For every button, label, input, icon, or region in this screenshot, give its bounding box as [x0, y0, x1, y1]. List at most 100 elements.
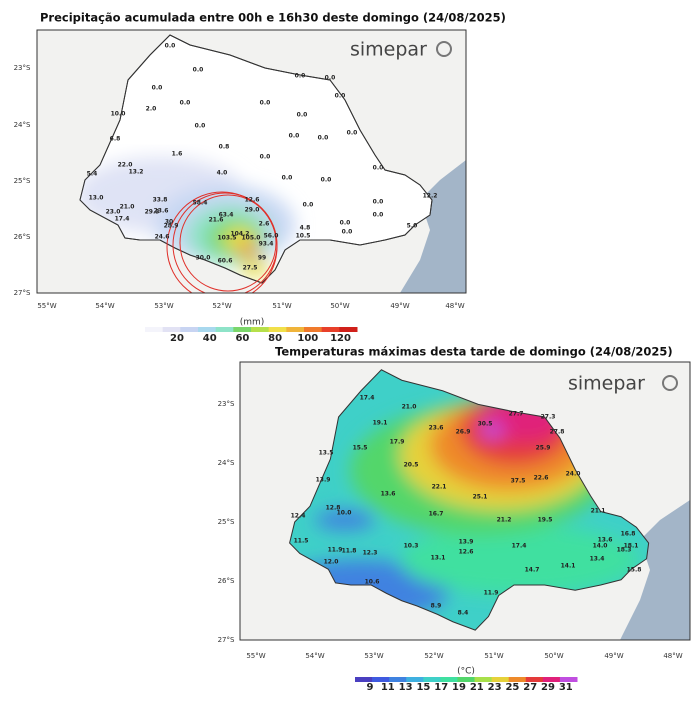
- logo: simepar: [568, 373, 645, 395]
- station-value: 99: [258, 255, 266, 262]
- station-value: 4.0: [217, 170, 228, 177]
- station-value: 17.4: [512, 543, 527, 550]
- title: Temperaturas máximas desta tarde de domi…: [275, 345, 673, 359]
- colorbar-label: 15: [416, 682, 430, 693]
- highlight-circle: [179, 194, 277, 292]
- station-value: 2.6: [259, 221, 270, 228]
- colorbar-unit: (°C): [457, 667, 475, 677]
- station-value: 13.9: [459, 539, 474, 546]
- lon-label: 50°W: [330, 302, 349, 310]
- station-value: 30.0: [196, 255, 211, 262]
- station-value: 12.4: [291, 513, 306, 520]
- lat-label: 27°S: [14, 289, 31, 297]
- logo-icon: [436, 41, 452, 57]
- lat-label: 27°S: [218, 636, 235, 644]
- colorbar-unit: (mm): [240, 318, 265, 328]
- station-value: 26.9: [456, 429, 471, 436]
- station-value: 1.6: [172, 151, 183, 158]
- colorbar-label: 19: [452, 682, 466, 693]
- station-value: 27.5: [243, 265, 258, 272]
- station-value: 58.4: [193, 200, 208, 207]
- station-value: 13.1: [431, 555, 446, 562]
- lat-label: 25°S: [14, 177, 31, 185]
- lat-label: 26°S: [218, 577, 235, 585]
- colorbar-label: 29: [541, 682, 555, 693]
- station-value: 0.0: [347, 130, 358, 137]
- station-value: 0.0: [180, 100, 191, 107]
- station-value: 13.0: [89, 195, 104, 202]
- station-value: 63.4: [219, 212, 234, 219]
- station-value: 10.0: [337, 510, 352, 517]
- station-value: 29.3: [145, 209, 160, 216]
- station-value: 25.1: [473, 494, 488, 501]
- station-value: 12.3: [363, 550, 378, 557]
- colorbar-segment: [162, 327, 181, 332]
- colorbar-segment: [423, 677, 441, 682]
- station-value: 11.8: [342, 548, 357, 555]
- station-value: 2.0: [146, 106, 157, 113]
- lon-label: 53°W: [364, 652, 383, 660]
- colorbar-label: 40: [203, 333, 217, 344]
- station-value: 25.9: [536, 445, 551, 452]
- colorbar-label: 9: [367, 682, 374, 693]
- station-value: 10.3: [404, 543, 419, 550]
- station-value: 5.4: [87, 171, 98, 178]
- colorbar-label: 31: [559, 682, 573, 693]
- colorbar-segment: [525, 677, 544, 682]
- station-value: 24.0: [566, 471, 581, 478]
- station-value: 22.6: [534, 475, 549, 482]
- colorbar-segment: [491, 677, 510, 682]
- station-value: 21.1: [591, 508, 606, 515]
- colorbar-label: 11: [381, 682, 395, 693]
- station-value: 21.0: [120, 204, 135, 211]
- colorbar-segment: [321, 327, 340, 332]
- lon-label: 49°W: [604, 652, 623, 660]
- station-value: 105.0: [242, 235, 261, 242]
- station-value: 0.0: [193, 67, 204, 74]
- station-value: 0.0: [165, 43, 176, 50]
- lon-label: 51°W: [484, 652, 503, 660]
- colorbar-segment: [145, 327, 164, 332]
- colorbar-segment: [268, 327, 287, 332]
- station-value: 93.4: [259, 241, 274, 248]
- title: Precipitação acumulada entre 00h e 16h30…: [40, 11, 506, 25]
- station-value: 14.0: [593, 543, 608, 550]
- station-value: 0.0: [321, 177, 332, 184]
- station-value: 0.0: [373, 199, 384, 206]
- colorbar-label: 23: [488, 682, 502, 693]
- frame: [239, 361, 691, 641]
- lat-label: 26°S: [14, 233, 31, 241]
- lon-label: 51°W: [272, 302, 291, 310]
- lon-label: 53°W: [154, 302, 173, 310]
- lon-label: 54°W: [95, 302, 114, 310]
- colorbar-label: 80: [268, 333, 282, 344]
- colorbar-segment: [180, 327, 199, 332]
- station-value: 4.8: [300, 225, 311, 232]
- station-value: 5.0: [407, 223, 418, 230]
- station-value: 0.0: [373, 212, 384, 219]
- station-value: 11.5: [294, 538, 309, 545]
- colorbar-segment: [233, 327, 252, 332]
- station-value: 0.0: [340, 220, 351, 227]
- station-value: 6.8: [110, 136, 121, 143]
- station-value: 37.5: [511, 478, 526, 485]
- colorbar-segment: [389, 677, 407, 682]
- station-value: 12.2: [423, 193, 438, 200]
- station-value: 21.6: [209, 217, 224, 224]
- station-value: 22.1: [432, 484, 447, 491]
- station-value: 13.9: [316, 477, 331, 484]
- lon-label: 54°W: [305, 652, 324, 660]
- station-value: 23.6: [429, 425, 444, 432]
- lon-label: 55°W: [246, 652, 265, 660]
- station-value: 103.5: [218, 235, 237, 242]
- colorbar-label: 21: [470, 682, 484, 693]
- station-value: 17.4: [360, 395, 375, 402]
- colorbar-segment: [406, 677, 424, 682]
- station-value: 29.0: [245, 207, 260, 214]
- colorbar-segment: [304, 327, 323, 332]
- lat-label: 23°S: [218, 400, 235, 408]
- station-value: 12.8: [326, 505, 341, 512]
- station-value: 104.2: [231, 231, 250, 238]
- station-value: 8.4: [458, 610, 469, 617]
- station-value: 0.0: [195, 123, 206, 130]
